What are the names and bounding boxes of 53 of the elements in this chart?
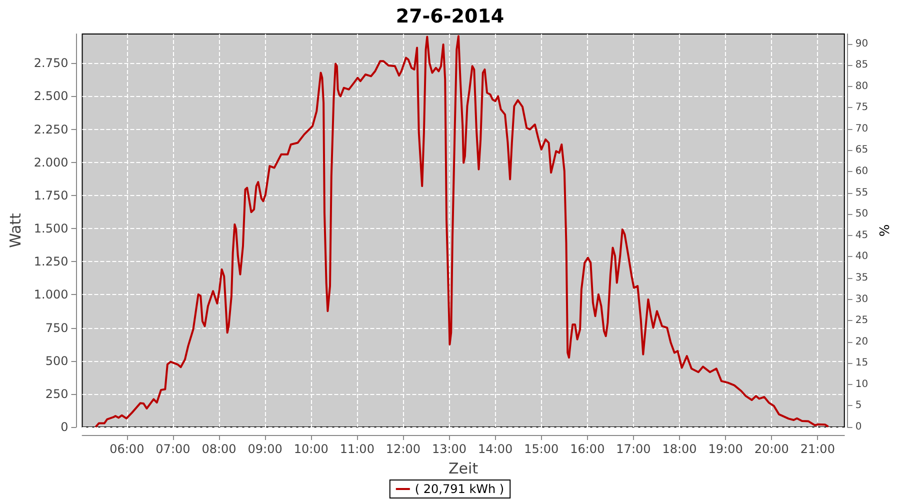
x-tick-label: 15:00 bbox=[524, 442, 559, 456]
y-tick-label: 250 bbox=[45, 386, 68, 401]
y2-tick-label: 55 bbox=[855, 187, 868, 198]
y2-tick-label: 45 bbox=[855, 230, 868, 241]
y-tick-label: 1.000 bbox=[34, 288, 68, 302]
y-tick-label: 2.250 bbox=[34, 122, 68, 136]
y-tick-label: 2.500 bbox=[34, 89, 68, 104]
x-tick-label: 12:00 bbox=[386, 442, 421, 456]
y-tick-label: 2.750 bbox=[34, 56, 68, 70]
y2-tick-label: 70 bbox=[855, 123, 868, 134]
x-tick-label: 08:00 bbox=[202, 442, 236, 456]
y2-tick-label: 90 bbox=[855, 38, 868, 50]
x-tick-label: 20:00 bbox=[754, 442, 789, 456]
y-tick-label: 500 bbox=[45, 354, 68, 368]
x-tick-label: 07:00 bbox=[156, 442, 190, 456]
y-axis-title: Watt bbox=[6, 212, 24, 248]
x-tick-label: 19:00 bbox=[708, 442, 743, 456]
x-tick-label: 14:00 bbox=[478, 442, 513, 456]
y2-tick-label: 75 bbox=[855, 102, 868, 114]
y-tick-label: 1.500 bbox=[34, 222, 68, 236]
y2-tick-label: 40 bbox=[855, 251, 868, 262]
y2-tick-label: 35 bbox=[855, 272, 868, 284]
y2-tick-label: 80 bbox=[855, 80, 868, 92]
legend-label: ( 20,791 kWh ) bbox=[414, 482, 504, 496]
y-tick-label: 2.000 bbox=[34, 155, 68, 170]
x-tick-label: 11:00 bbox=[340, 442, 374, 456]
y2-tick-label: 0 bbox=[855, 422, 862, 432]
x-tick-label: 06:00 bbox=[110, 442, 144, 456]
line-series bbox=[94, 35, 830, 428]
y2-tick-label: 5 bbox=[855, 400, 862, 412]
y2-tick-label: 30 bbox=[855, 294, 868, 305]
y2-tick-label: 20 bbox=[855, 336, 868, 348]
y2-tick-label: 60 bbox=[855, 166, 868, 178]
y2-tick-label: 15 bbox=[855, 358, 868, 369]
y2-tick-label: 65 bbox=[855, 144, 868, 156]
y-tick-label: 750 bbox=[45, 320, 68, 335]
y2-tick-label: 85 bbox=[855, 60, 868, 71]
x-tick-label: 09:00 bbox=[248, 442, 282, 456]
x-tick-label: 13:00 bbox=[432, 442, 467, 456]
y2-tick-label: 10 bbox=[855, 378, 868, 390]
y2-tick-label: 25 bbox=[855, 315, 868, 326]
chart-title: 27-6-2014 bbox=[396, 6, 504, 28]
x-tick-label: 21:00 bbox=[800, 442, 835, 456]
y2-axis-title: % bbox=[878, 224, 893, 237]
x-tick-label: 17:00 bbox=[616, 442, 651, 456]
x-tick-label: 16:00 bbox=[570, 442, 605, 456]
x-tick-label: 10:00 bbox=[294, 442, 328, 456]
y-tick-label: 1.250 bbox=[34, 254, 68, 269]
x-axis-title: Zeit bbox=[448, 460, 478, 478]
y-tick-label: 0 bbox=[60, 420, 68, 434]
y-tick-label: 1.750 bbox=[34, 188, 68, 202]
y2-tick-label: 50 bbox=[855, 208, 868, 220]
x-tick-label: 18:00 bbox=[662, 442, 697, 456]
